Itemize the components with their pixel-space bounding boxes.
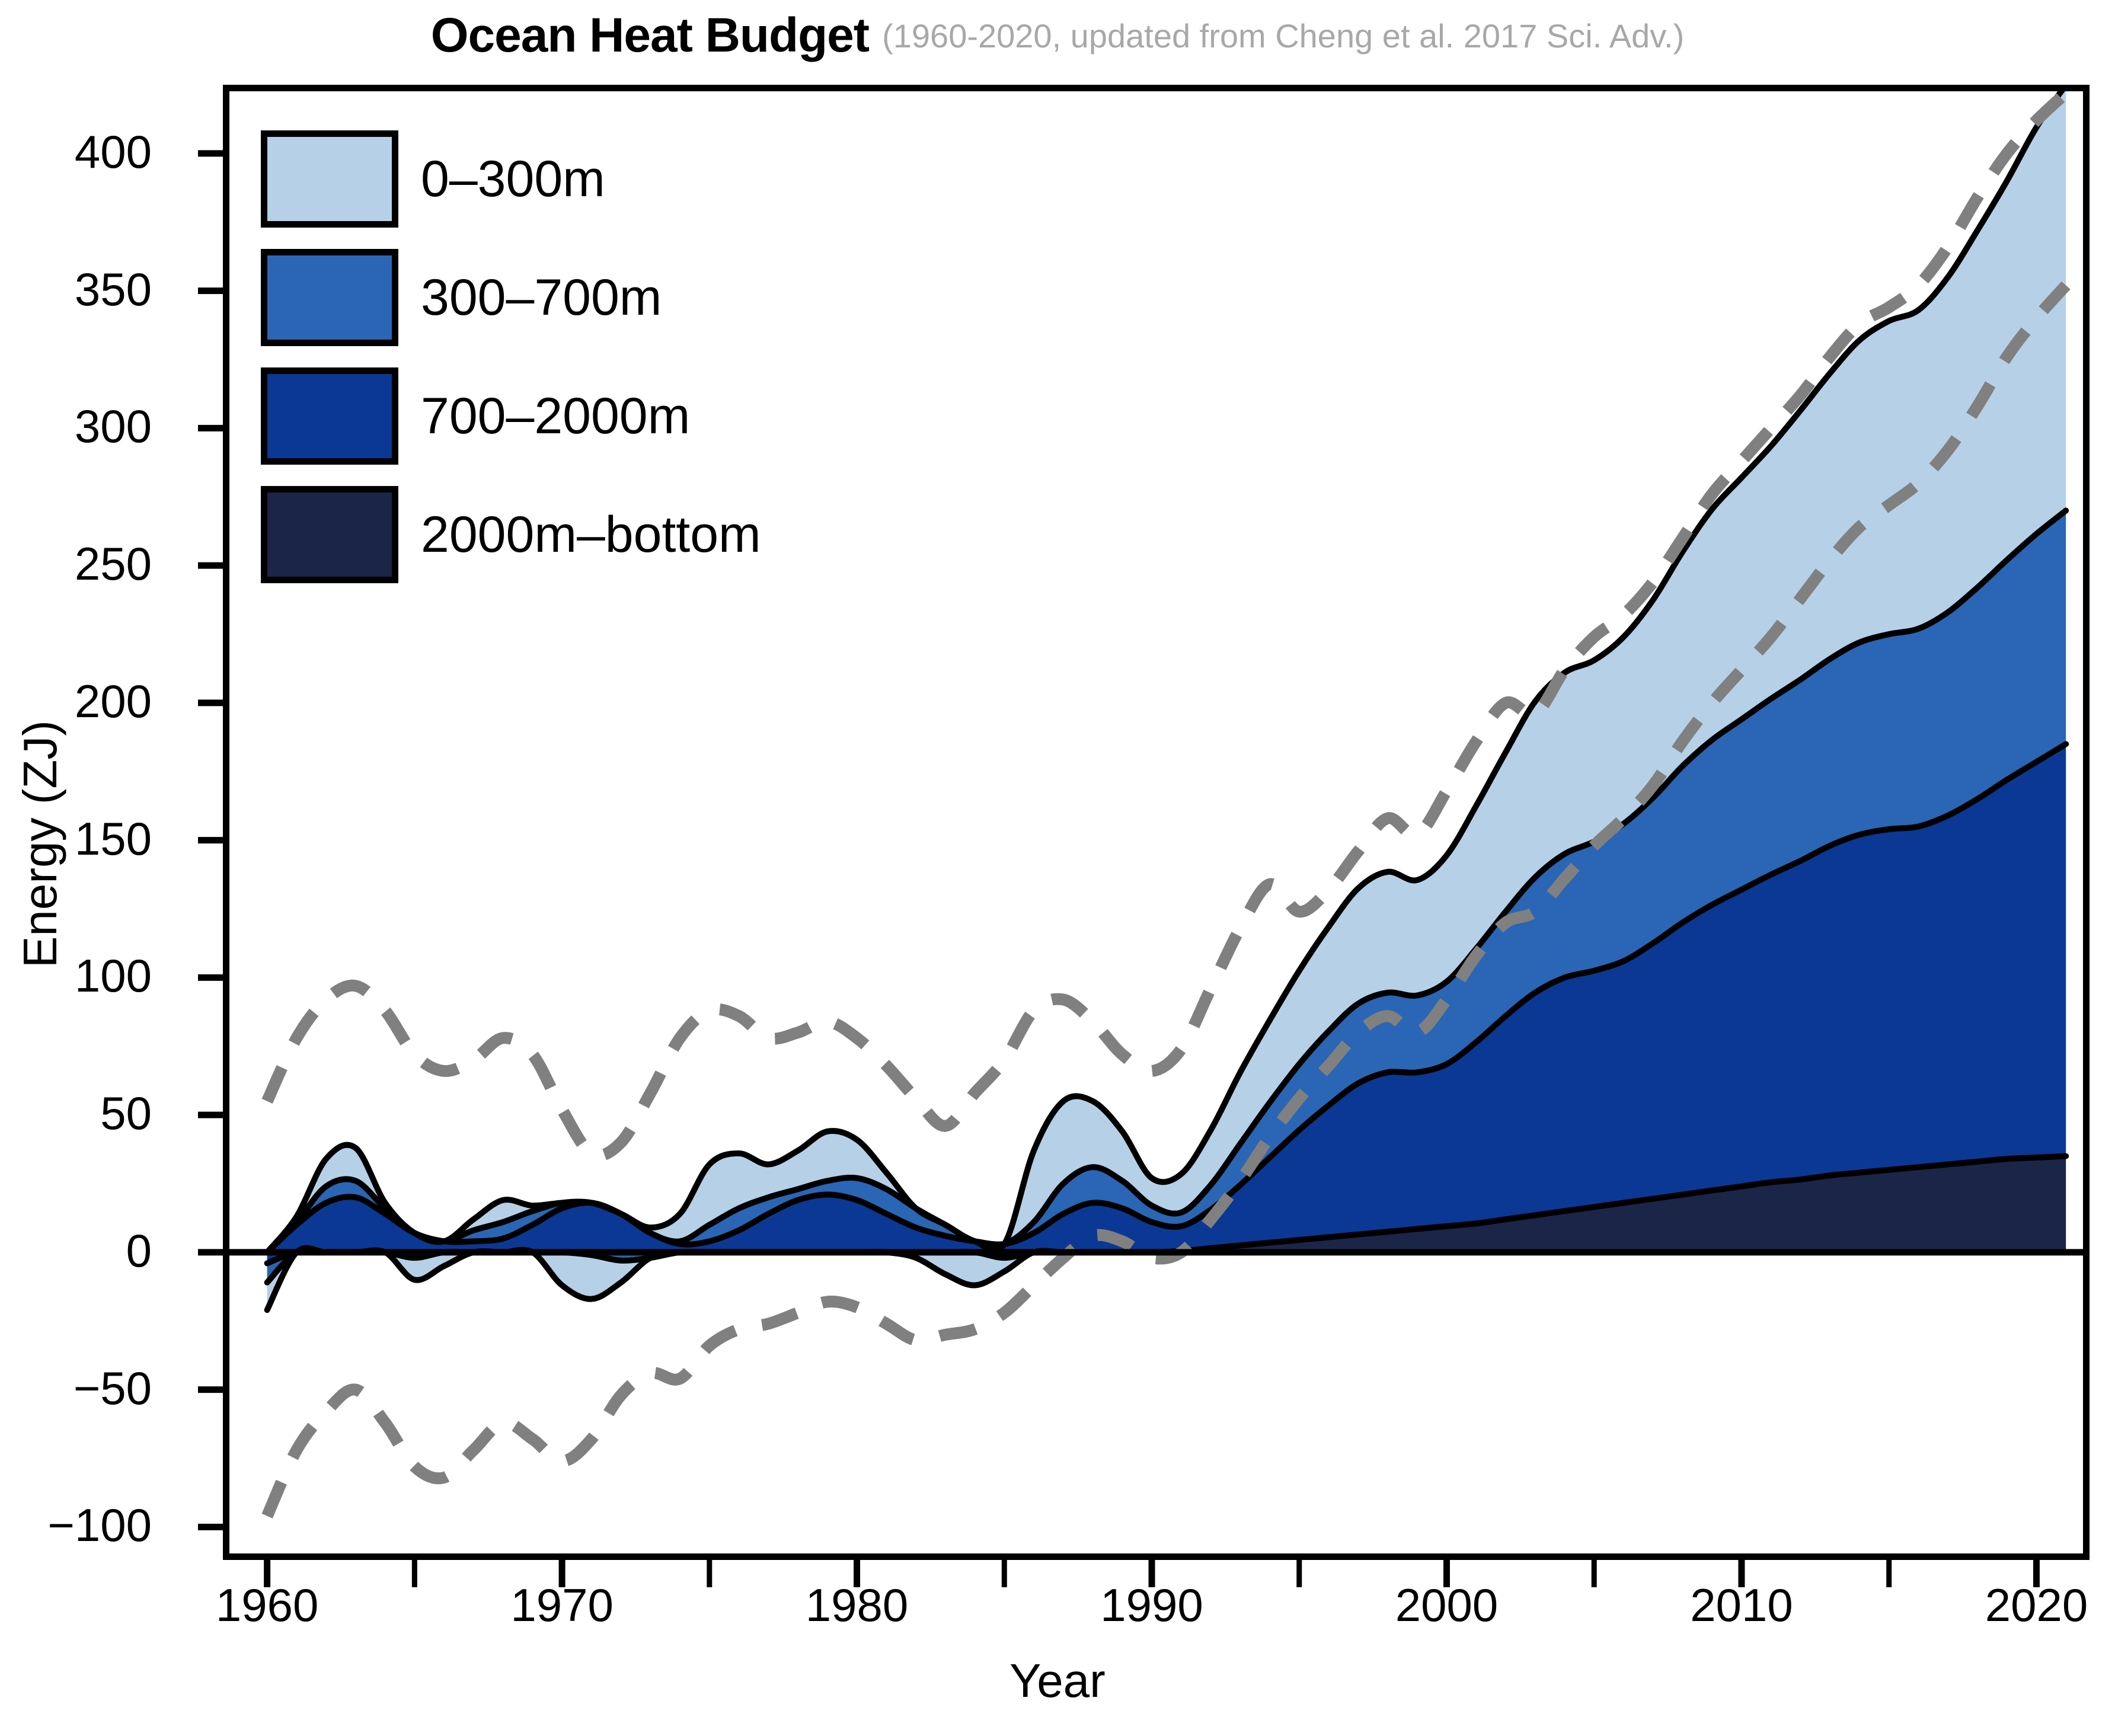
legend-label: 2000m–bottom (421, 506, 761, 563)
area-band-positive-2 (267, 744, 2066, 1253)
y-tick-label: 400 (74, 125, 152, 178)
uncertainty-lower-line (261, 281, 2071, 1518)
area-band-positive-3 (267, 510, 2066, 1252)
plot-area (223, 85, 2090, 1560)
area-band-positive-4 (267, 85, 2066, 1252)
x-tick-label: 2020 (1985, 1579, 2088, 1631)
y-tick-label: 200 (74, 674, 152, 727)
y-tick-label: 100 (74, 949, 152, 1002)
legend-item[interactable]: 700–2000m (261, 367, 761, 465)
area-band-positive-1 (267, 1156, 2066, 1253)
y-tick-label: −50 (73, 1361, 152, 1414)
y-tick-label: −100 (47, 1499, 152, 1552)
legend-label: 0–300m (421, 150, 605, 207)
chart-title-row: Ocean Heat Budget (1960-2020, updated fr… (0, 0, 2115, 71)
page-title: Ocean Heat Budget (430, 8, 870, 62)
layer-boundary-4 (264, 85, 2069, 1255)
y-tick-label: 150 (74, 812, 152, 865)
layer-boundary-2 (264, 741, 2069, 1255)
y-tick-labels: −100 −50 0 50 100 150 200 250 300 350 400 (0, 0, 189, 1736)
legend-item[interactable]: 300–700m (261, 249, 761, 346)
legend-label: 700–2000m (421, 387, 691, 445)
x-axis-label: Year (1009, 1654, 1106, 1707)
legend-swatch-3 (261, 367, 398, 465)
legend-item[interactable]: 2000m–bottom (261, 486, 761, 583)
chart-legend: 0–300m 300–700m 700–2000m 2000m–bottom (261, 130, 761, 583)
stacked-area-chart (223, 85, 2090, 1560)
x-tick-label: 1960 (215, 1579, 319, 1631)
y-tick-label: 250 (74, 538, 152, 590)
y-tick-label: 300 (74, 400, 152, 453)
chart-subtitle: (1960-2020, updated from Cheng et al. 20… (882, 17, 1685, 55)
y-tick-label: 350 (74, 263, 152, 315)
legend-label: 300–700m (421, 268, 662, 326)
legend-item[interactable]: 0–300m (261, 130, 761, 228)
uncertainty-upper-line (261, 88, 2071, 1162)
legend-swatch-4 (261, 486, 398, 583)
x-tick-label: 1970 (510, 1579, 614, 1631)
legend-swatch-2 (261, 249, 398, 346)
x-tick-label: 1990 (1100, 1579, 1203, 1631)
x-tick-label: 2010 (1690, 1579, 1793, 1631)
y-tick-label: 50 (100, 1087, 152, 1140)
legend-swatch-1 (261, 130, 398, 228)
y-tick-label: 0 (126, 1224, 152, 1277)
x-tick-label: 2000 (1395, 1579, 1499, 1631)
x-tick-label: 1980 (805, 1579, 909, 1631)
